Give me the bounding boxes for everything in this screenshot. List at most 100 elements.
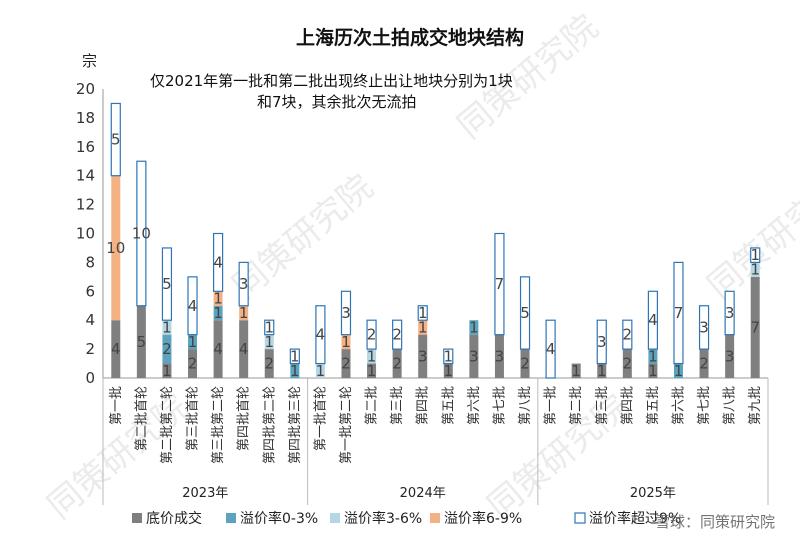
y-tick-label: 12 <box>76 196 95 214</box>
x-tick-label: 第五批 <box>441 386 456 425</box>
data-label: 10 <box>106 239 125 257</box>
data-label: 3 <box>469 347 479 365</box>
data-label: 4 <box>213 340 223 358</box>
data-label: 5 <box>162 275 172 293</box>
bar-segment <box>264 319 275 336</box>
x-tick-label: 第六批 <box>671 386 686 425</box>
bar-segment <box>213 320 223 378</box>
bar-segment <box>418 320 428 335</box>
bar-segment <box>367 363 377 378</box>
bar-segment <box>443 348 454 365</box>
data-label: 1 <box>469 318 479 336</box>
bar-segment <box>238 261 249 307</box>
data-label: 1 <box>648 362 658 380</box>
data-label: 3 <box>495 347 505 365</box>
bar-segment <box>647 290 659 350</box>
bar-segment <box>264 334 274 350</box>
y-tick-label: 18 <box>76 109 95 127</box>
legend: 底价成交 溢价率0-3% 溢价率3-6% 溢价率6-9% 溢价率超过9% <box>132 510 681 527</box>
data-label: 4 <box>188 297 198 315</box>
data-label: 3 <box>699 318 709 336</box>
data-label: 1 <box>418 304 428 322</box>
data-label: 3 <box>725 347 735 365</box>
bar-segment <box>315 363 325 378</box>
data-label: 2 <box>341 355 351 373</box>
legend-swatch <box>574 512 586 524</box>
bar-segment <box>162 363 172 378</box>
group-label: 2024年 <box>400 486 446 501</box>
data-label: 1 <box>444 347 454 365</box>
bar-segment <box>136 305 146 378</box>
data-label: 2 <box>162 340 172 358</box>
data-label: 1 <box>213 290 223 308</box>
bar-segment <box>188 334 198 350</box>
y-tick-label: 8 <box>85 253 95 271</box>
bar-segment <box>417 305 428 321</box>
data-label: 1 <box>367 362 377 380</box>
data-label: 3 <box>239 275 249 293</box>
data-label: 2 <box>188 355 198 373</box>
bar-segment <box>698 305 710 350</box>
bar-segment <box>289 348 300 365</box>
bar-segment <box>673 363 683 378</box>
x-tick-label: 第七批 <box>492 386 507 425</box>
x-tick-label: 第三批第二轮 <box>211 386 226 464</box>
bar-segment <box>469 334 479 378</box>
chart-title: 上海历次土拍成交地块结构 <box>296 26 524 49</box>
bar-segment <box>315 305 326 365</box>
legend-swatch <box>330 513 340 523</box>
bar-segment <box>724 290 735 336</box>
x-tick-label: 第二批 <box>569 386 584 425</box>
x-tick-label: 第六批 <box>467 386 482 425</box>
bar-segment <box>187 276 198 336</box>
x-tick-label: 第三批 <box>595 386 610 425</box>
x-tick-label: 第四批第三轮 <box>288 386 303 464</box>
group-label: 2023年 <box>182 486 228 501</box>
y-tick-label: 16 <box>76 138 95 156</box>
bar-segment <box>366 319 377 350</box>
data-label: 1 <box>290 362 300 380</box>
bar-segment <box>469 320 479 335</box>
data-label: 2 <box>392 355 402 373</box>
data-label: 3 <box>725 304 735 322</box>
data-label: 1 <box>264 333 274 351</box>
legend-swatch <box>226 513 236 523</box>
bar-segment <box>418 334 428 378</box>
data-label: 4 <box>213 253 223 271</box>
x-tick-label: 第一批首轮 <box>313 386 328 451</box>
x-tick-label: 第三批首轮 <box>186 386 201 451</box>
legend-entry: 溢价率3-6% <box>344 510 422 527</box>
y-tick-label: 14 <box>76 167 95 185</box>
x-tick-label: 第四批首轮 <box>237 386 252 451</box>
bar-segment <box>750 262 760 277</box>
data-label: 1 <box>418 318 428 336</box>
group-labels: 2023年 2024年 2025年 <box>102 378 769 505</box>
data-label: 5 <box>520 304 530 322</box>
legend-entry: 溢价率6-9% <box>444 510 522 527</box>
bar-segment <box>111 175 121 321</box>
bar-segment <box>290 363 300 378</box>
x-tick-label: 第九批 <box>748 386 763 425</box>
bar-segment <box>341 334 351 350</box>
bar-segment <box>648 363 658 378</box>
x-tick-label: 第七批 <box>697 386 712 425</box>
legend-entry: 溢价率超过9% <box>589 510 681 527</box>
data-label: 7 <box>674 304 684 322</box>
bar-segment <box>596 319 607 365</box>
x-tick-labels: 第一批 第二批首轮 第二批第二轮 第三批首轮 第三批第二轮 第四批首轮 第四批第二轮 第四批第… <box>109 386 763 464</box>
y-axis-unit: 宗 <box>82 52 97 70</box>
legend-entry: 溢价率0-3% <box>240 510 318 527</box>
bar-segment <box>392 349 402 378</box>
bar-segment <box>392 319 403 350</box>
y-tick-label: 2 <box>85 340 95 358</box>
bar-segment <box>239 305 249 321</box>
x-tick-label: 第八批 <box>518 386 533 425</box>
x-tick-label: 第一批第二轮 <box>339 386 354 464</box>
x-tick-label: 第四批 <box>416 386 431 425</box>
data-label: 1 <box>162 318 172 336</box>
data-label: 1 <box>188 333 198 351</box>
data-label: 4 <box>111 340 121 358</box>
data-label: 1 <box>316 362 326 380</box>
bar-segment <box>162 334 172 364</box>
data-label: 1 <box>444 362 454 380</box>
